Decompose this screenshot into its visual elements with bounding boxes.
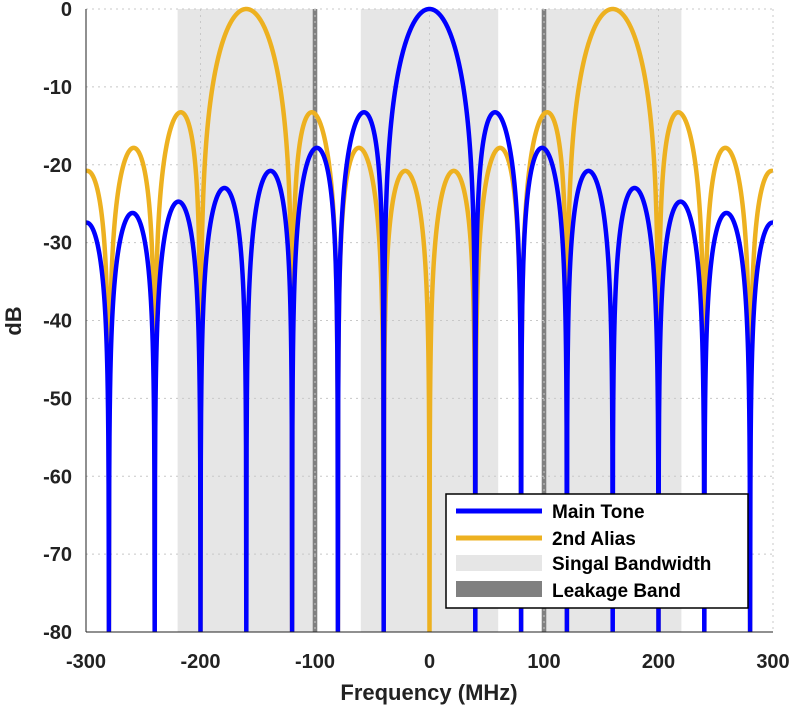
x-tick-label-6: 300: [756, 651, 789, 673]
x-tick-label-2: -100: [295, 651, 335, 673]
alias-peak-0: [244, 7, 248, 11]
alias-peak-15: [370, 428, 374, 432]
main-tone-peak-25: [95, 625, 99, 629]
y-tick-label-6: -60: [43, 466, 72, 488]
y-axis-title: dB: [1, 306, 26, 335]
main-tone-peak-1: [370, 252, 374, 256]
alias-peak-23: [439, 490, 443, 494]
alias-peak-12: [508, 385, 512, 389]
main-tone-peak-26: [760, 625, 764, 629]
main-tone-peak-24: [737, 611, 741, 615]
y-tick-label-1: -10: [43, 77, 72, 99]
legend-label-signal-bandwidth: Singal Bandwidth: [552, 554, 711, 575]
alias-peak-22: [416, 490, 420, 494]
main-tone-peak-8: [553, 428, 557, 432]
main-tone-peak-5: [324, 385, 328, 389]
alias-peak-9: [691, 330, 695, 334]
alias-peak-19: [393, 463, 397, 467]
legend-label-main-tone: Main Tone: [552, 502, 645, 523]
legend-swatch-leakage-band: [456, 581, 542, 597]
alias-peak-17: [737, 428, 741, 432]
main-tone-peak-3: [347, 330, 351, 334]
x-tick-label-4: 100: [527, 651, 560, 673]
x-tick-label-0: -300: [66, 651, 106, 673]
series-line-main-tone: [86, 6, 773, 632]
legend: Main Tone 2nd Alias Singal Bandwidth Lea…: [445, 493, 749, 609]
alias-peak-3: [302, 252, 306, 256]
x-tick-labels: -300 -200 -100 0 100 200 300: [66, 651, 790, 673]
main-tone-peak-23: [118, 611, 122, 615]
main-tone-peak-4: [508, 330, 512, 334]
y-tick-label-2: -20: [43, 155, 72, 177]
alias-peak-4: [553, 252, 557, 256]
main-tone-peak-15: [210, 540, 214, 544]
legend-label-leakage-band: Leakage Band: [552, 581, 681, 602]
alias-peak-13: [714, 385, 718, 389]
alias-peak-14: [118, 428, 122, 432]
main-tone-peak-13: [233, 517, 237, 521]
main-tone-peak-21: [141, 595, 145, 599]
main-tone-peak-2: [485, 252, 489, 256]
main-tone-peak-9: [279, 463, 283, 467]
y-tick-label-7: -70: [43, 544, 72, 566]
alias-peak-11: [347, 385, 351, 389]
main-tone-peak-7: [302, 428, 306, 432]
x-axis-title: Frequency (MHz): [340, 680, 517, 705]
main-tone-peak-12: [599, 490, 603, 494]
main-tone-peak-0: [428, 7, 432, 11]
legend-swatch-signal-bandwidth: [456, 555, 542, 571]
y-tick-label-5: -50: [43, 388, 72, 410]
y-tick-label-8: -80: [43, 622, 72, 644]
alias-peak-10: [141, 385, 145, 389]
alias-peak-1: [611, 7, 615, 11]
alias-peak-21: [760, 463, 764, 467]
alias-peak-2: [187, 252, 191, 256]
main-tone-peak-11: [256, 490, 260, 494]
y-tick-labels: 0 -10 -20 -30 -40 -50 -60 -70 -80: [43, 0, 72, 644]
x-tick-label-1: -200: [180, 651, 220, 673]
alias-peak-6: [164, 330, 168, 334]
main-tone-peak-6: [531, 385, 535, 389]
main-tone-peak-17: [187, 560, 191, 564]
main-tone-peak-19: [164, 579, 168, 583]
y-tick-label-0: 0: [61, 0, 72, 21]
alias-peak-8: [531, 330, 535, 334]
y-tick-label-3: -30: [43, 233, 72, 255]
alias-peak-20: [462, 463, 466, 467]
legend-label-2nd-alias: 2nd Alias: [552, 529, 636, 550]
x-tick-label-5: 200: [642, 651, 675, 673]
alias-peak-5: [668, 252, 672, 256]
alias-peak-7: [324, 330, 328, 334]
alias-peak-16: [485, 428, 489, 432]
axes: [85, 9, 773, 633]
x-tick-label-3: 0: [424, 651, 435, 673]
y-tick-label-4: -40: [43, 311, 72, 333]
main-tone-peak-10: [576, 463, 580, 467]
alias-peak-18: [95, 463, 99, 467]
series-layer: [86, 6, 773, 632]
